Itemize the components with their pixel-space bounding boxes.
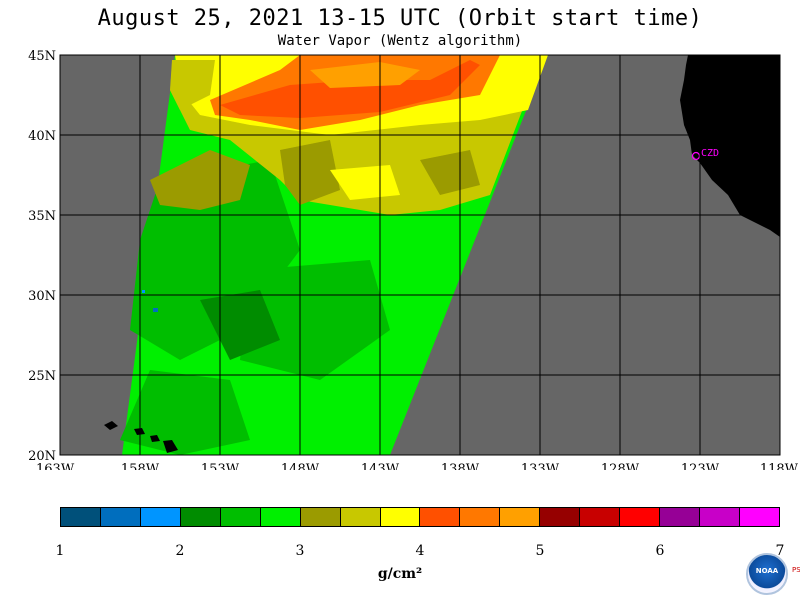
colorbar-tick-label: 3 xyxy=(295,543,305,559)
latitude-label: 30N xyxy=(28,289,56,304)
noaa-logo-text: NOAA xyxy=(755,567,779,575)
psl-label: PSL xyxy=(792,566,800,574)
colorbar-tick-label: 4 xyxy=(415,543,425,559)
colorbar-segment xyxy=(100,508,141,526)
latitude-label: 40N xyxy=(28,129,56,144)
olive-dark-center xyxy=(280,140,340,205)
colorbar-segment xyxy=(140,508,181,526)
colorbar-units: g/cm² xyxy=(377,566,423,582)
hawaii-island-4 xyxy=(163,440,178,453)
map-frame xyxy=(59,54,781,456)
yellow-blob-mid xyxy=(330,165,400,200)
latitude-label: 45N xyxy=(28,49,56,64)
longitude-label: 133W xyxy=(521,462,560,470)
latitude-labels: 45N 40N 35N 30N 25N 20N xyxy=(28,49,56,464)
colorbar-segment xyxy=(500,508,541,526)
longitude-label: 138W xyxy=(441,462,480,470)
colorbar-tick-label: 7 xyxy=(775,543,785,559)
hawaii-island-1 xyxy=(104,421,118,430)
colorbar-tick-label: 6 xyxy=(655,543,665,559)
colorbar-tick-label: 5 xyxy=(535,543,545,559)
colorbar-segment xyxy=(300,508,341,526)
colorbar-segment xyxy=(739,508,779,526)
blue-pixel xyxy=(153,308,158,312)
colorbar-segment xyxy=(420,508,461,526)
colorbar-segment xyxy=(700,508,740,526)
longitude-label: 128W xyxy=(601,462,640,470)
colorbar-tick-label: 1 xyxy=(55,543,65,559)
longitude-labels: 163W 158W 153W 148W 143W 138W 133W 128W 123W 118W xyxy=(36,462,799,470)
colorbar-segment xyxy=(340,508,381,526)
noaa-logo: NOAA xyxy=(746,553,788,595)
page-title: August 25, 2021 13-15 UTC (Orbit start t… xyxy=(97,6,703,31)
colorbar-tick-label: 2 xyxy=(175,543,185,559)
colorbar-segment xyxy=(61,508,101,526)
dark-green-patch-west xyxy=(130,160,300,360)
orange-core-inner xyxy=(220,60,480,118)
longitude-label: 118W xyxy=(760,462,799,470)
station-label: CZD xyxy=(701,148,719,159)
olive-dark-west xyxy=(150,150,250,210)
latitude-label: 35N xyxy=(28,209,56,224)
hawaii-island-3 xyxy=(150,435,160,442)
colorbar-segment xyxy=(380,508,421,526)
colorbar-segment xyxy=(540,508,581,526)
longitude-label: 123W xyxy=(681,462,720,470)
longitude-label: 148W xyxy=(281,462,320,470)
olive-top-left xyxy=(170,60,215,110)
colorbar-segment xyxy=(620,508,661,526)
grid-lines xyxy=(60,55,780,455)
colorbar-segment xyxy=(220,508,261,526)
colorbar-segment xyxy=(580,508,621,526)
blue-pixel xyxy=(142,290,145,293)
page-subtitle: Water Vapor (Wentz algorithm) xyxy=(277,33,523,49)
longitude-label: 158W xyxy=(121,462,160,470)
colorbar-segment xyxy=(460,508,501,526)
longitude-label: 143W xyxy=(361,462,400,470)
olive-dark-east xyxy=(420,150,480,195)
north-america-land xyxy=(680,55,780,237)
longitude-label: 163W xyxy=(36,462,75,470)
latitude-label: 20N xyxy=(28,449,56,464)
colorbar-segment xyxy=(180,508,221,526)
latitude-label: 25N xyxy=(28,369,56,384)
colorbar-segment xyxy=(660,508,700,526)
dark-green-patch-center xyxy=(240,260,390,380)
longitude-label: 153W xyxy=(201,462,240,470)
orange-light-patch xyxy=(310,62,420,88)
dark-green-patch-south xyxy=(120,370,250,455)
colorbar-segment xyxy=(260,508,301,526)
colorbar xyxy=(60,507,780,527)
